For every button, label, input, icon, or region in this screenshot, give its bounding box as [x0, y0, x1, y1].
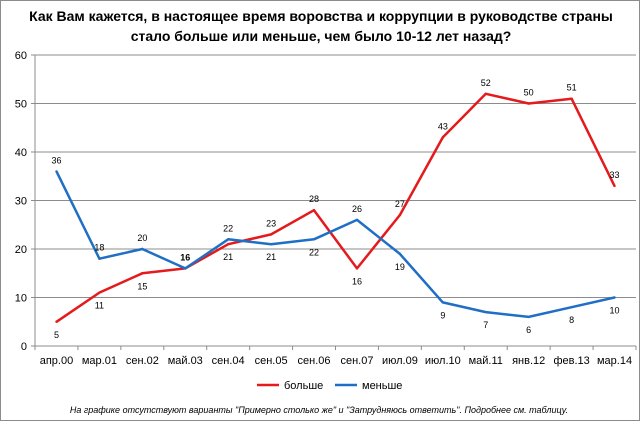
- legend-label-menshe: меньше: [362, 380, 402, 392]
- x-tick-label: май.11: [469, 355, 503, 367]
- title-line-2: стало больше или меньше, чем было 10-12 …: [131, 28, 512, 44]
- data-point: [98, 291, 101, 294]
- data-point: [226, 242, 230, 246]
- x-tick-label: сен.06: [298, 355, 331, 367]
- data-point: [355, 267, 359, 270]
- data-label: 27: [395, 199, 405, 209]
- data-label: 36: [51, 155, 61, 165]
- y-tick-label: 50: [15, 99, 27, 111]
- legend-label-bolshe: больше: [284, 380, 323, 392]
- data-point: [141, 272, 144, 275]
- x-tick-label: янв.12: [512, 355, 545, 367]
- data-point: [441, 136, 445, 139]
- data-point: [570, 306, 573, 309]
- data-label: 22: [223, 223, 233, 233]
- data-label: 43: [438, 121, 448, 131]
- y-tick-label: 30: [15, 196, 27, 208]
- data-label: 8: [569, 315, 574, 325]
- x-tick-label: мар.14: [597, 355, 632, 367]
- data-label: 26: [352, 204, 362, 214]
- x-tick-label: апр.00: [40, 355, 73, 367]
- data-label: 11: [95, 301, 104, 311]
- data-point: [398, 213, 402, 217]
- x-tick-label: июл.10: [425, 355, 461, 367]
- chart-title: Как Вам кажется, в настоящее время воров…: [29, 8, 613, 44]
- data-point: [55, 170, 58, 173]
- data-point: [613, 184, 616, 188]
- data-point: [226, 238, 230, 241]
- data-point: [441, 301, 445, 304]
- x-tick-label: май.03: [168, 355, 203, 367]
- x-tick-label: сен.05: [255, 355, 288, 367]
- data-point: [55, 320, 58, 323]
- title-line-1: Как Вам кажется, в настоящее время воров…: [29, 8, 613, 24]
- data-label: 52: [481, 78, 491, 88]
- data-label: 21: [266, 252, 276, 262]
- data-point: [98, 257, 101, 260]
- data-label: 9: [440, 310, 445, 320]
- x-tick-label: фев.13: [553, 355, 589, 367]
- data-point: [398, 252, 402, 256]
- legend: больше меньше: [257, 380, 402, 392]
- data-label: 21: [223, 252, 233, 262]
- data-label: 16: [180, 252, 190, 262]
- x-tick-label: мар.01: [82, 355, 117, 367]
- data-label: 6: [526, 325, 531, 335]
- data-label: 20: [137, 233, 147, 243]
- x-tick-label: июл.09: [382, 355, 418, 367]
- data-point: [355, 218, 359, 222]
- data-label: 10: [610, 306, 620, 316]
- data-label: 16: [352, 276, 362, 286]
- data-point: [269, 242, 273, 246]
- data-point: [141, 247, 144, 251]
- series-lines: [55, 92, 616, 323]
- y-tick-label: 10: [15, 293, 27, 305]
- x-tick-label: сен.02: [126, 355, 159, 367]
- data-point: [484, 92, 487, 96]
- data-point: [527, 315, 530, 319]
- data-point: [613, 296, 616, 299]
- series-line-bolshe: [55, 92, 616, 323]
- data-point: [269, 233, 273, 236]
- data-label: 23: [266, 218, 276, 228]
- data-label: 18: [94, 243, 104, 253]
- x-tick-label: сен.07: [340, 355, 373, 367]
- data-label: 51: [567, 83, 577, 93]
- y-tick-label: 60: [15, 50, 27, 62]
- data-label: 7: [483, 320, 488, 330]
- y-tick-label: 0: [21, 341, 27, 353]
- y-tick-label: 20: [15, 244, 27, 256]
- series-line-menshe: [55, 170, 615, 319]
- data-label: 33: [610, 170, 620, 180]
- gridlines: [35, 54, 636, 298]
- data-point: [312, 238, 316, 241]
- data-labels: 5 36 11 18 15 20 16 21 22 23 21 28 22 16 26 27 19 43 9 52 7 5…: [51, 78, 619, 340]
- data-label: 50: [524, 88, 534, 98]
- data-point: [312, 209, 316, 212]
- chart-footnote: На графике отсутствуют варианты "Примерн…: [70, 405, 568, 415]
- data-label: 28: [309, 194, 319, 204]
- x-tick-label: сен.04: [212, 355, 245, 367]
- axes: 0 10 20 30 40 50 60 апр.00 мар.01 сен.02 май.03 сен…: [15, 50, 637, 367]
- data-label: 22: [309, 247, 319, 257]
- data-label: 5: [54, 330, 59, 340]
- data-point: [570, 97, 573, 100]
- data-point: [484, 310, 487, 314]
- data-point: [527, 102, 530, 105]
- data-label: 15: [137, 281, 147, 291]
- data-point: [184, 267, 187, 270]
- data-label: 19: [395, 262, 405, 272]
- y-tick-label: 40: [15, 147, 27, 159]
